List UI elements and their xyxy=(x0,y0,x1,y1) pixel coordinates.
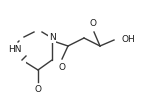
Text: O: O xyxy=(90,20,96,28)
Text: HN: HN xyxy=(8,44,21,54)
Text: N: N xyxy=(49,34,55,42)
Text: OH: OH xyxy=(122,36,136,44)
Text: O: O xyxy=(58,62,66,72)
Text: O: O xyxy=(34,84,42,94)
